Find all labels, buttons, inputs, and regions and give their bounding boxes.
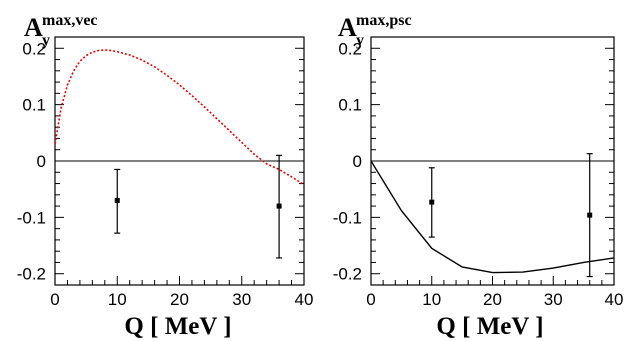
x-tick-label: 30 xyxy=(544,290,563,309)
panel-2: 0 10 20 30 40 0.2 0.1 0 -0.1 -0.2 A max,psc y Q [ MeV… xyxy=(333,12,624,340)
x-tick-label: 30 xyxy=(232,290,251,309)
x-tick-label: 0 xyxy=(50,290,59,309)
point-marker xyxy=(587,212,593,218)
data-point xyxy=(114,168,121,234)
y-tick-label: 0.2 xyxy=(338,39,362,58)
point-marker xyxy=(276,203,282,209)
point-marker xyxy=(429,199,435,205)
series-curve xyxy=(54,49,305,186)
point-marker xyxy=(114,197,120,203)
y-tick-label: 0.1 xyxy=(22,96,46,115)
y-axis-title: A xyxy=(24,13,43,42)
data-point xyxy=(428,167,435,238)
y-axis-title-main: A xyxy=(338,13,357,42)
x-tick-label: 10 xyxy=(422,290,441,309)
x-tick-label: 0 xyxy=(366,290,375,309)
series-curve xyxy=(370,160,615,274)
x-tick-label: 40 xyxy=(295,290,314,309)
y-tick-label: 0.2 xyxy=(22,39,46,58)
y-axis-title: A xyxy=(338,13,357,42)
x-tick-label: 10 xyxy=(108,290,127,309)
y-tick-label: 0.1 xyxy=(338,96,362,115)
x-tick-label: 20 xyxy=(170,290,189,309)
y-axis-title-sup: max,psc xyxy=(356,12,412,29)
y-tick-label: -0.2 xyxy=(333,265,362,284)
panel-1: 0 10 20 30 40 0.2 0.1 0 -0.1 -0.2 A max,vec y Q [ MeV… xyxy=(17,12,314,340)
y-axis-title-sub: y xyxy=(42,32,50,49)
y-axis-title-sup: max,vec xyxy=(42,12,98,29)
y-axis-title-sub: y xyxy=(356,32,364,49)
y-tick-label: -0.2 xyxy=(17,265,46,284)
y-tick-label: -0.1 xyxy=(333,208,362,227)
data-point xyxy=(276,154,283,259)
y-axis-title-main: A xyxy=(24,13,43,42)
y-tick-label: 0 xyxy=(353,152,362,171)
x-tick-label: 20 xyxy=(483,290,502,309)
x-axis-title: Q [ MeV ] xyxy=(124,313,231,340)
x-tick-label: 40 xyxy=(605,290,624,309)
y-tick-label: -0.1 xyxy=(17,208,46,227)
x-axis-title: Q [ MeV ] xyxy=(436,313,543,340)
data-point xyxy=(586,153,593,278)
y-tick-label: 0 xyxy=(37,152,46,171)
